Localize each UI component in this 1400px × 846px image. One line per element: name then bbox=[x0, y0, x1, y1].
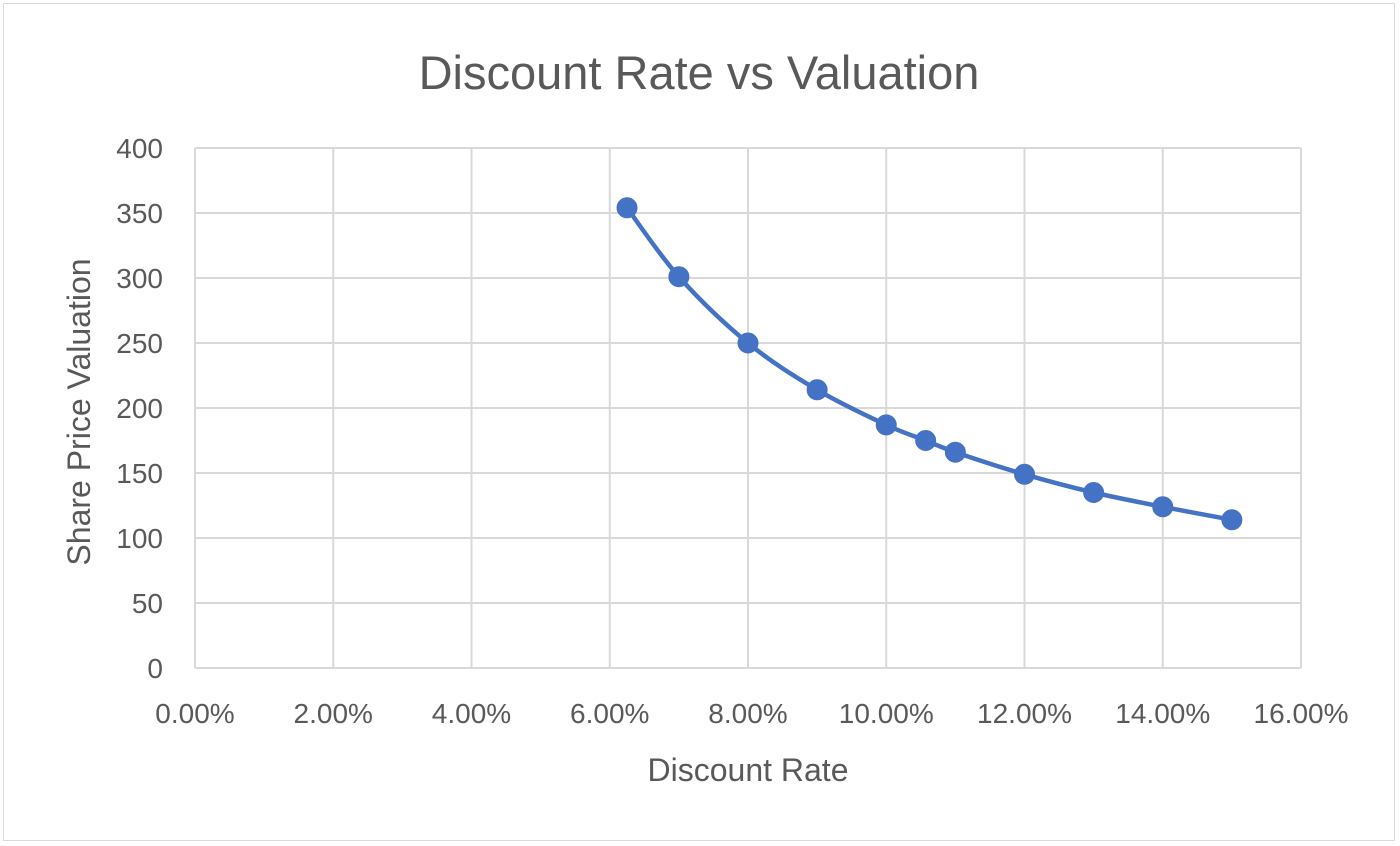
y-tick-label: 350 bbox=[116, 198, 163, 229]
chart-canvas: Discount Rate vs Valuation 0 50 100 150 200 2… bbox=[61, 46, 1348, 788]
chart-title: Discount Rate vs Valuation bbox=[419, 46, 980, 99]
y-axis-tick-labels: 0 50 100 150 200 250 300 350 400 bbox=[116, 133, 163, 684]
y-tick-label: 0 bbox=[147, 653, 163, 684]
x-tick-label: 4.00% bbox=[432, 698, 511, 729]
y-axis-title: Share Price Valuation bbox=[61, 258, 97, 565]
data-point bbox=[1152, 496, 1174, 518]
data-point bbox=[875, 414, 897, 436]
chart-container: Discount Rate vs Valuation 0 50 100 150 200 2… bbox=[3, 3, 1395, 841]
x-axis-tick-labels: 0.00% 2.00% 4.00% 6.00% 8.00% 10.00% 12.00% 14.… bbox=[155, 698, 1348, 729]
data-point bbox=[1014, 463, 1035, 485]
data-point bbox=[1083, 482, 1105, 503]
x-tick-label: 6.00% bbox=[570, 698, 649, 729]
data-point bbox=[806, 379, 828, 401]
gridlines bbox=[194, 147, 1302, 669]
data-point bbox=[944, 441, 966, 463]
y-tick-label: 300 bbox=[116, 263, 163, 294]
x-tick-label: 16.00% bbox=[1254, 698, 1349, 729]
data-point bbox=[616, 197, 638, 219]
x-tick-label: 10.00% bbox=[839, 698, 934, 729]
y-tick-label: 50 bbox=[132, 588, 163, 619]
x-tick-label: 2.00% bbox=[294, 698, 373, 729]
y-tick-label: 200 bbox=[116, 393, 163, 424]
series-group bbox=[616, 197, 1243, 531]
data-point bbox=[1221, 509, 1243, 531]
x-tick-label: 12.00% bbox=[977, 698, 1072, 729]
y-tick-label: 400 bbox=[116, 133, 163, 164]
y-tick-label: 150 bbox=[116, 458, 163, 489]
x-axis-title: Discount Rate bbox=[648, 752, 849, 788]
data-point bbox=[915, 430, 937, 451]
x-tick-label: 14.00% bbox=[1115, 698, 1210, 729]
y-tick-label: 250 bbox=[116, 328, 163, 359]
x-tick-label: 8.00% bbox=[708, 698, 787, 729]
data-point bbox=[668, 266, 690, 288]
x-tick-label: 0.00% bbox=[155, 698, 234, 729]
data-point bbox=[737, 332, 759, 354]
y-tick-label: 100 bbox=[116, 523, 163, 554]
